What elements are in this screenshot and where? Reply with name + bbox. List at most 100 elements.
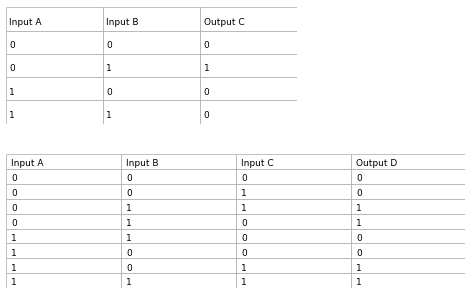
Bar [6, 214, 120, 229]
Text: 1: 1 [11, 249, 17, 258]
Bar [6, 100, 103, 124]
Bar [103, 100, 200, 124]
Bar [200, 7, 297, 31]
Text: 1: 1 [241, 189, 247, 198]
Text: 0: 0 [11, 174, 17, 183]
Text: 0: 0 [126, 174, 132, 183]
Text: 0: 0 [9, 41, 15, 50]
Bar [350, 229, 465, 244]
Text: 1: 1 [11, 264, 17, 272]
Bar [103, 77, 200, 100]
Bar [103, 7, 200, 31]
Bar [6, 169, 120, 184]
Text: 1: 1 [241, 264, 247, 272]
Text: 1: 1 [356, 278, 362, 288]
Bar [236, 244, 350, 258]
Text: 0: 0 [11, 189, 17, 198]
Bar [350, 184, 465, 199]
Bar [120, 244, 236, 258]
Text: 1: 1 [106, 65, 112, 73]
Text: Input B: Input B [106, 18, 139, 27]
Text: 0: 0 [241, 174, 247, 183]
Bar [236, 154, 350, 169]
Bar [6, 273, 120, 288]
Text: 1: 1 [9, 88, 15, 97]
Bar [236, 184, 350, 199]
Bar [236, 214, 350, 229]
Text: 1: 1 [106, 111, 112, 120]
Bar [200, 100, 297, 124]
Text: 1: 1 [9, 111, 15, 120]
Text: 1: 1 [241, 278, 247, 288]
Text: 0: 0 [241, 219, 247, 228]
Bar [6, 199, 120, 214]
Bar [6, 7, 103, 31]
Bar [200, 31, 297, 54]
Text: 1: 1 [356, 204, 362, 213]
Bar [120, 154, 236, 169]
Bar [120, 169, 236, 184]
Bar [120, 199, 236, 214]
Text: Input B: Input B [126, 159, 159, 168]
Bar [236, 273, 350, 288]
Bar [6, 244, 120, 258]
Bar [120, 273, 236, 288]
Text: 1: 1 [11, 234, 17, 243]
Bar [6, 184, 120, 199]
Bar [236, 229, 350, 244]
Text: 0: 0 [203, 41, 210, 50]
Text: 1: 1 [356, 219, 362, 228]
Bar [120, 184, 236, 199]
Bar [350, 154, 465, 169]
Text: Input A: Input A [9, 18, 42, 27]
Text: 0: 0 [126, 189, 132, 198]
Bar [103, 31, 200, 54]
Bar [350, 199, 465, 214]
Bar [6, 154, 120, 169]
Bar [6, 77, 103, 100]
Bar [6, 54, 103, 77]
Text: Output C: Output C [203, 18, 244, 27]
Text: 1: 1 [203, 65, 210, 73]
Bar [350, 169, 465, 184]
Text: 0: 0 [126, 249, 132, 258]
Bar [350, 273, 465, 288]
Bar [236, 258, 350, 273]
Bar [120, 229, 236, 244]
Text: 0: 0 [126, 264, 132, 272]
Text: 1: 1 [241, 204, 247, 213]
Text: 0: 0 [356, 174, 362, 183]
Bar [103, 54, 200, 77]
Bar [120, 258, 236, 273]
Text: 0: 0 [203, 111, 210, 120]
Text: 0: 0 [11, 204, 17, 213]
Text: Input C: Input C [241, 159, 273, 168]
Text: Input A: Input A [11, 159, 44, 168]
Text: 1: 1 [356, 264, 362, 272]
Text: 1: 1 [126, 204, 132, 213]
Bar [6, 31, 103, 54]
Text: 0: 0 [356, 249, 362, 258]
Text: 1: 1 [11, 278, 17, 288]
Text: 0: 0 [356, 234, 362, 243]
Text: 0: 0 [203, 88, 210, 97]
Bar [200, 77, 297, 100]
Text: 0: 0 [241, 249, 247, 258]
Text: 0: 0 [106, 88, 112, 97]
Text: 1: 1 [126, 234, 132, 243]
Text: 0: 0 [356, 189, 362, 198]
Bar [120, 214, 236, 229]
Text: Output D: Output D [356, 159, 397, 168]
Bar [6, 229, 120, 244]
Bar [350, 258, 465, 273]
Bar [350, 214, 465, 229]
Bar [6, 258, 120, 273]
Bar [236, 169, 350, 184]
Text: 0: 0 [9, 65, 15, 73]
Text: 1: 1 [126, 278, 132, 288]
Bar [350, 244, 465, 258]
Bar [200, 54, 297, 77]
Bar [236, 199, 350, 214]
Text: 0: 0 [241, 234, 247, 243]
Text: 0: 0 [11, 219, 17, 228]
